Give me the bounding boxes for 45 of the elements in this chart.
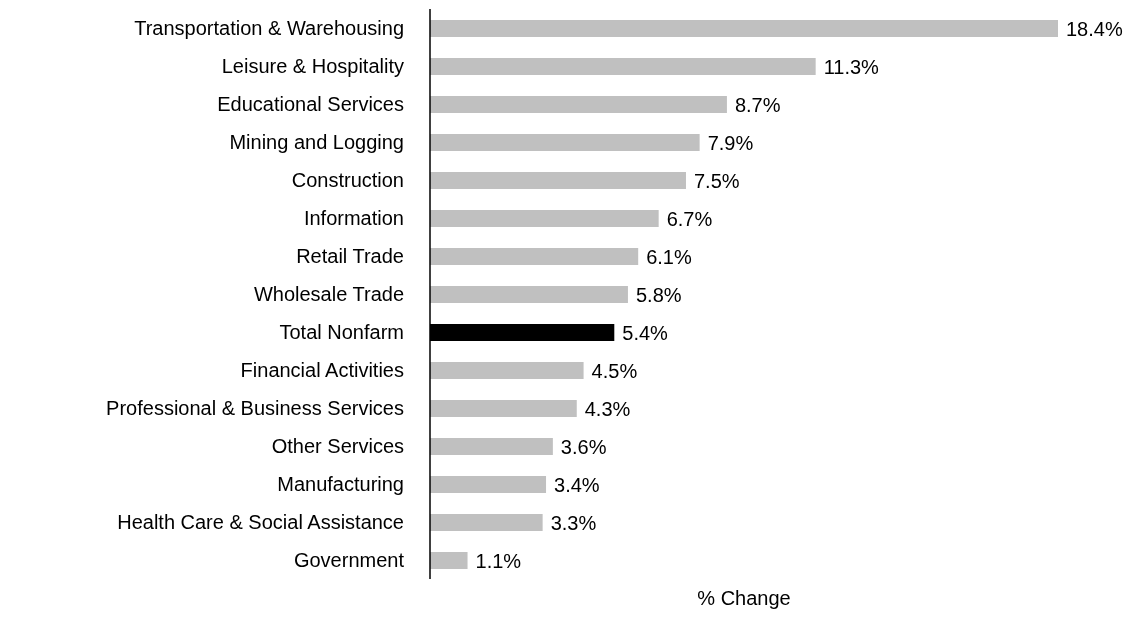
y-tick-label: Financial Activities: [240, 359, 404, 382]
y-tick-label: Manufacturing: [277, 473, 404, 496]
y-tick-label: Mining and Logging: [229, 131, 404, 154]
data-label: 11.3%: [823, 55, 880, 78]
y-tick-label: Leisure & Hospitality: [221, 55, 404, 78]
data-label: 6.7%: [666, 207, 713, 230]
bar: [430, 134, 700, 151]
bar: [430, 438, 553, 455]
data-label: 5.8%: [635, 283, 682, 306]
data-label: 4.5%: [591, 359, 638, 382]
data-label: 3.3%: [550, 511, 597, 534]
data-label: 18.4%: [1066, 17, 1123, 40]
bar: [430, 20, 1058, 37]
bar: [430, 476, 547, 493]
y-tick-label: Health Care & Social Assistance: [117, 511, 404, 534]
bar: [430, 362, 584, 379]
bar: [430, 172, 686, 189]
data-label: 3.6%: [560, 435, 607, 458]
data-label: 4.3%: [584, 397, 631, 420]
bar: [430, 248, 639, 265]
y-tick-label: Government: [293, 549, 405, 572]
y-tick-label: Professional & Business Services: [106, 397, 404, 420]
y-tick-label: Transportation & Warehousing: [134, 17, 404, 40]
data-label: 5.4%: [622, 321, 669, 344]
y-tick-label: Total Nonfarm: [279, 321, 404, 344]
data-label: 7.9%: [707, 131, 754, 154]
bar: [430, 400, 577, 417]
bar: [430, 286, 628, 303]
bar: [430, 210, 659, 227]
x-axis-title: % Change: [697, 587, 791, 609]
data-label: 1.1%: [475, 549, 522, 572]
bar: [430, 552, 468, 569]
y-tick-label: Retail Trade: [296, 245, 404, 268]
y-tick-label: Other Services: [271, 435, 404, 458]
bar: [430, 514, 543, 531]
y-tick-label: Wholesale Trade: [253, 283, 404, 306]
y-tick-label: Information: [303, 207, 404, 230]
bar: [430, 96, 727, 113]
y-tick-label: Construction: [291, 169, 404, 192]
data-label: 6.1%: [646, 245, 692, 268]
y-tick-label: Educational Services: [217, 93, 404, 116]
bar: [430, 58, 816, 75]
data-label: 8.7%: [734, 93, 781, 116]
data-label: 7.5%: [693, 169, 740, 192]
data-label: 3.4%: [554, 473, 600, 496]
